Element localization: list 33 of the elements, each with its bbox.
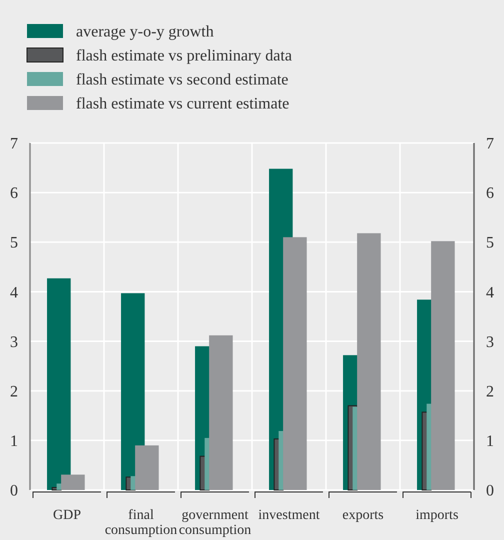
y2-tick-label: 6	[486, 185, 494, 202]
y-tick-label: 0	[10, 482, 18, 500]
y-tick-label: 1	[10, 433, 18, 450]
bar	[61, 474, 85, 490]
legend-label: flash estimate vs current estimate	[76, 96, 290, 113]
y2-tick-label: 3	[486, 334, 494, 351]
x-tick-label: exports	[342, 508, 384, 523]
y2-tick-label: 1	[486, 433, 494, 450]
bar	[431, 241, 455, 490]
bar	[209, 335, 233, 490]
x-tick-label: investment	[258, 508, 320, 523]
y-tick-label: 3	[10, 334, 18, 351]
legend-label: average y-o-y growth	[76, 24, 214, 41]
bar	[283, 237, 307, 490]
x-tick-label: imports	[416, 508, 458, 523]
bar	[135, 445, 159, 490]
x-tick-label: government consumption	[178, 508, 252, 538]
x-tick-label: final consumption	[104, 508, 178, 538]
y-tick-label: 7	[10, 136, 18, 153]
bar	[47, 278, 71, 490]
y-tick-label: 5	[10, 234, 18, 252]
y2-tick-label: 0	[486, 482, 494, 500]
x-tick-label: GDP	[52, 508, 82, 523]
y2-tick-label: 2	[486, 383, 494, 400]
bar	[357, 233, 381, 490]
y2-tick-label: 7	[486, 136, 494, 153]
y2-tick-label: 5	[486, 234, 494, 252]
y-tick-label: 6	[10, 185, 18, 202]
y-tick-label: 4	[10, 284, 18, 302]
y-tick-label: 2	[10, 383, 18, 400]
y2-tick-label: 4	[486, 284, 494, 302]
legend-label: flash estimate vs second estimate	[76, 72, 288, 89]
legend-label: flash estimate vs preliminary data	[76, 48, 292, 65]
